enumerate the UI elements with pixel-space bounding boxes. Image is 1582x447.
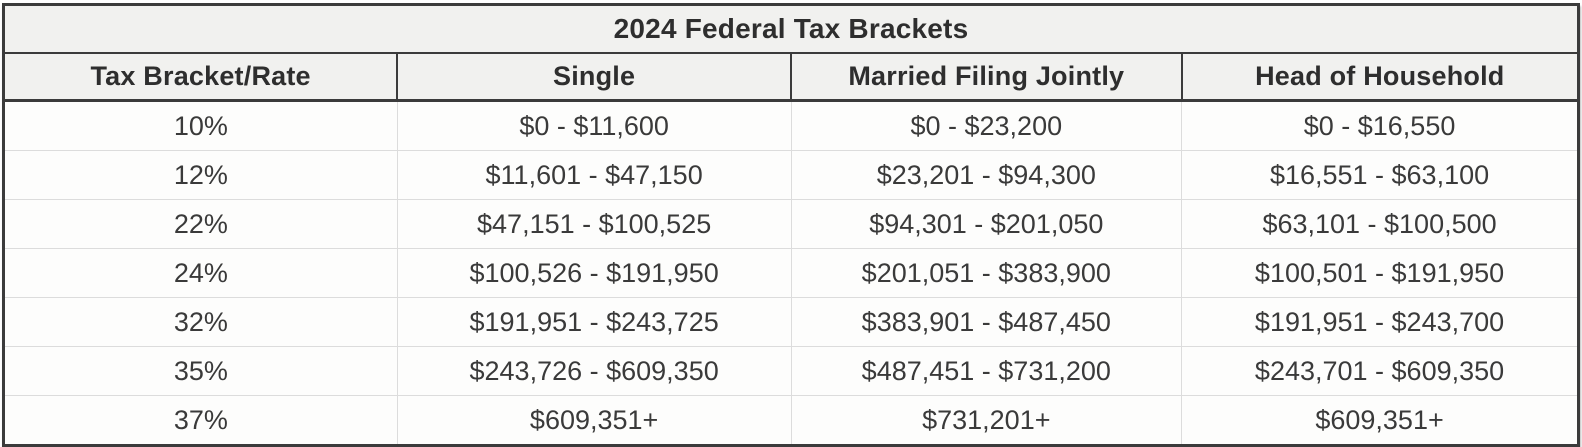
household-range-cell: $63,101 - $100,500 bbox=[1181, 199, 1579, 249]
rate-cell: 22% bbox=[3, 199, 398, 249]
rate-cell: 37% bbox=[3, 395, 398, 446]
household-range-cell: $0 - $16,550 bbox=[1181, 100, 1579, 151]
married-range-cell: $94,301 - $201,050 bbox=[790, 199, 1183, 249]
single-range-cell: $47,151 - $100,525 bbox=[396, 199, 792, 249]
column-header-single: Single bbox=[396, 53, 791, 102]
single-range-cell: $0 - $11,600 bbox=[396, 100, 792, 151]
rate-cell: 35% bbox=[3, 346, 398, 396]
column-header-married-filing-jointly: Married Filing Jointly bbox=[790, 53, 1182, 102]
rate-cell: 24% bbox=[3, 248, 398, 298]
column-header-head-of-household: Head of Household bbox=[1180, 53, 1579, 102]
column-header-tax-bracket-rate: Tax Bracket/Rate bbox=[3, 53, 398, 102]
household-range-cell: $243,701 - $609,350 bbox=[1181, 346, 1579, 396]
table-row: 32% $191,951 - $243,725 $383,901 - $487,… bbox=[3, 297, 1579, 347]
single-range-cell: $191,951 - $243,725 bbox=[396, 297, 792, 347]
rate-cell: 10% bbox=[3, 100, 398, 151]
married-range-cell: $23,201 - $94,300 bbox=[790, 150, 1183, 200]
table-title: 2024 Federal Tax Brackets bbox=[3, 4, 1579, 54]
household-range-cell: $609,351+ bbox=[1181, 395, 1579, 446]
single-range-cell: $609,351+ bbox=[396, 395, 792, 446]
married-range-cell: $731,201+ bbox=[790, 395, 1183, 446]
table-row: 10% $0 - $11,600 $0 - $23,200 $0 - $16,5… bbox=[3, 100, 1579, 151]
table-row: 37% $609,351+ $731,201+ $609,351+ bbox=[3, 395, 1579, 446]
married-range-cell: $0 - $23,200 bbox=[790, 100, 1183, 151]
single-range-cell: $11,601 - $47,150 bbox=[396, 150, 792, 200]
household-range-cell: $191,951 - $243,700 bbox=[1181, 297, 1579, 347]
tax-brackets-table: 2024 Federal Tax Brackets Tax Bracket/Ra… bbox=[2, 3, 1580, 447]
single-range-cell: $243,726 - $609,350 bbox=[396, 346, 792, 396]
rate-cell: 12% bbox=[3, 150, 398, 200]
table-title-row: 2024 Federal Tax Brackets bbox=[3, 4, 1579, 54]
household-range-cell: $100,501 - $191,950 bbox=[1181, 248, 1579, 298]
table-row: 35% $243,726 - $609,350 $487,451 - $731,… bbox=[3, 346, 1579, 396]
single-range-cell: $100,526 - $191,950 bbox=[396, 248, 792, 298]
rate-cell: 32% bbox=[3, 297, 398, 347]
married-range-cell: $201,051 - $383,900 bbox=[790, 248, 1183, 298]
household-range-cell: $16,551 - $63,100 bbox=[1181, 150, 1579, 200]
married-range-cell: $383,901 - $487,450 bbox=[790, 297, 1183, 347]
table-row: 24% $100,526 - $191,950 $201,051 - $383,… bbox=[3, 248, 1579, 298]
table-header-row: Tax Bracket/Rate Single Married Filing J… bbox=[3, 53, 1579, 102]
table-row: 12% $11,601 - $47,150 $23,201 - $94,300 … bbox=[3, 150, 1579, 200]
married-range-cell: $487,451 - $731,200 bbox=[790, 346, 1183, 396]
table-row: 22% $47,151 - $100,525 $94,301 - $201,05… bbox=[3, 199, 1579, 249]
